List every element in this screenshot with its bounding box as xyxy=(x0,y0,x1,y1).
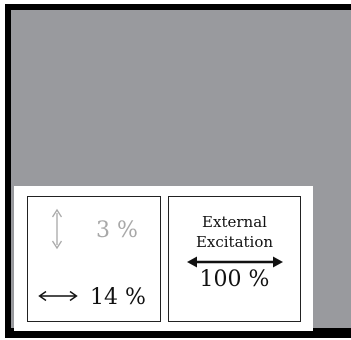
vertical-double-arrow-icon xyxy=(51,208,63,250)
external-label-line2: Excitation xyxy=(195,233,274,251)
intensity-box-left xyxy=(27,196,161,322)
external-label-line1: External xyxy=(202,213,267,231)
horizontal-percent-label: 14 % xyxy=(90,285,146,310)
bold-horizontal-double-arrow-icon xyxy=(187,256,283,268)
external-excitation-box: External Excitation 100 % xyxy=(168,196,301,322)
vertical-percent-label: 3 % xyxy=(96,218,138,243)
external-percent-label: 100 % xyxy=(199,267,270,292)
horizontal-double-arrow-icon xyxy=(38,290,78,302)
